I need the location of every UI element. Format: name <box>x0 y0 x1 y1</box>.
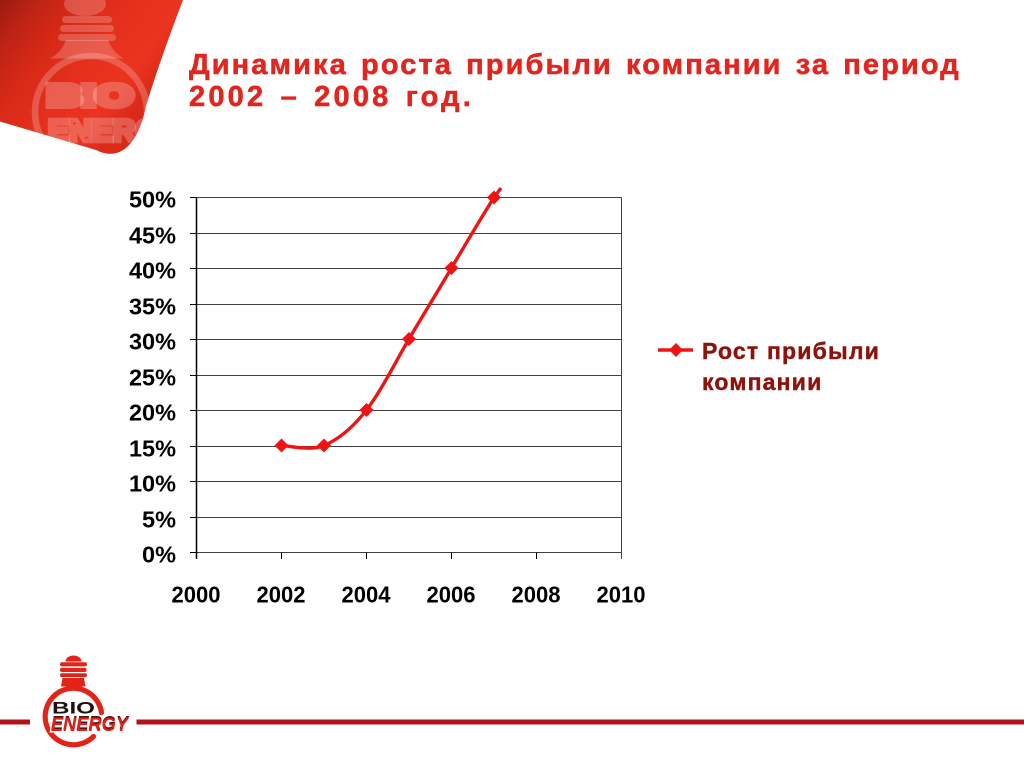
svg-text:5%: 5% <box>142 507 176 533</box>
svg-text:0%: 0% <box>142 542 176 568</box>
svg-text:BIO: BIO <box>47 78 133 113</box>
svg-text:ENERGY: ENERGY <box>51 714 130 735</box>
svg-text:ENERGY: ENERGY <box>51 715 130 736</box>
svg-text:45%: 45% <box>129 223 176 249</box>
svg-text:2004: 2004 <box>342 582 391 608</box>
svg-text:2006: 2006 <box>427 582 476 608</box>
svg-text:2008: 2008 <box>512 582 561 608</box>
svg-text:25%: 25% <box>129 365 176 391</box>
svg-text:BIO: BIO <box>52 699 95 718</box>
svg-text:2010: 2010 <box>597 582 646 608</box>
svg-text:ENERGY: ENERGY <box>51 715 130 736</box>
svg-text:ENERG: ENERG <box>48 113 160 148</box>
svg-text:35%: 35% <box>129 294 176 320</box>
svg-text:40%: 40% <box>129 258 176 284</box>
svg-text:2000: 2000 <box>172 582 221 608</box>
svg-text:20%: 20% <box>129 400 176 426</box>
svg-text:10%: 10% <box>129 471 176 497</box>
svg-text:30%: 30% <box>129 329 176 355</box>
svg-text:2002: 2002 <box>257 582 306 608</box>
svg-text:50%: 50% <box>129 187 176 213</box>
svg-text:15%: 15% <box>129 436 176 462</box>
